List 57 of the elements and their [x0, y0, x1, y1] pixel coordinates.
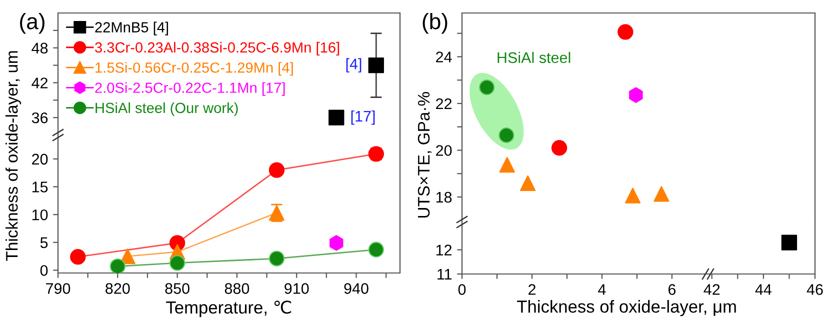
legend-label: 3.3Cr-0.23Al-0.38Si-0.25C-6.9Mn [16] — [95, 42, 340, 56]
x-tick-label: 940 — [344, 283, 368, 294]
point — [70, 249, 86, 265]
y-tick-label: 12 — [436, 244, 452, 256]
y-tick-label: 18 — [436, 192, 452, 203]
point — [330, 235, 344, 251]
x-tick-label: 6 — [668, 284, 676, 295]
legend-label: HSiAl steel (Our work) — [96, 102, 238, 116]
y-tick-label: 22 — [436, 98, 452, 110]
annotation: HSiAl steel — [498, 52, 570, 64]
point — [551, 140, 568, 156]
y-tick-label: 20 — [436, 145, 452, 156]
legend-label: 2.0Si-2.5Cr-0.22C-1.1Mn [17] — [95, 82, 285, 96]
point — [498, 127, 514, 144]
point — [618, 24, 634, 40]
point — [368, 242, 384, 258]
point — [520, 175, 536, 192]
x-tick-label: 4 — [598, 284, 606, 295]
point — [110, 258, 126, 273]
y-tick-label: 20 — [32, 154, 48, 165]
legend-label: 1.5Si-0.56Cr-0.25C-1.29Mn [4] — [96, 62, 293, 76]
x-tick-label: 44 — [755, 284, 772, 295]
y-tick-label: 15 — [32, 182, 48, 192]
point — [479, 80, 495, 96]
y-tick-label: 11 — [438, 269, 452, 280]
x-tick-label: 2 — [528, 284, 536, 295]
point — [624, 188, 641, 204]
y-tick-label: 10 — [32, 209, 48, 220]
point — [654, 186, 670, 202]
x-tick-label: 790 — [46, 283, 70, 294]
annotation: [17] — [351, 110, 375, 125]
x-tick-label: 42 — [704, 284, 720, 295]
y-axis-title: Thickness of oxide-layer, um — [6, 51, 22, 261]
y-tick-label: 36 — [32, 112, 48, 124]
x-tick-label: 880 — [224, 283, 250, 294]
x-axis-title: Temperature, ℃ — [166, 300, 292, 318]
y-axis-title: UTS×TE, GPa·% — [418, 92, 432, 218]
point — [499, 156, 515, 173]
legend-label: 22MnB5 [4] — [95, 22, 168, 36]
y-tick-label: 0 — [40, 265, 48, 276]
point — [169, 255, 186, 271]
x-tick-label: 46 — [806, 284, 823, 295]
x-axis-title: Thickness of oxide-layer, μm — [517, 300, 736, 316]
chart-title: (b) — [422, 13, 448, 34]
y-tick-label: 24 — [436, 52, 452, 62]
point — [268, 162, 285, 178]
annotation: [4] — [346, 58, 362, 72]
x-tick-label: 910 — [284, 283, 309, 294]
x-tick-label: 0 — [458, 284, 466, 295]
y-tick-label: 42 — [32, 78, 48, 88]
x-tick-label: 820 — [106, 283, 130, 294]
chart-title: (a) — [20, 13, 44, 34]
y-tick-label: 48 — [32, 42, 48, 54]
point — [629, 87, 643, 103]
x-tick-label: 850 — [165, 283, 190, 294]
y-tick-label: 5 — [40, 237, 48, 248]
point — [268, 250, 285, 266]
